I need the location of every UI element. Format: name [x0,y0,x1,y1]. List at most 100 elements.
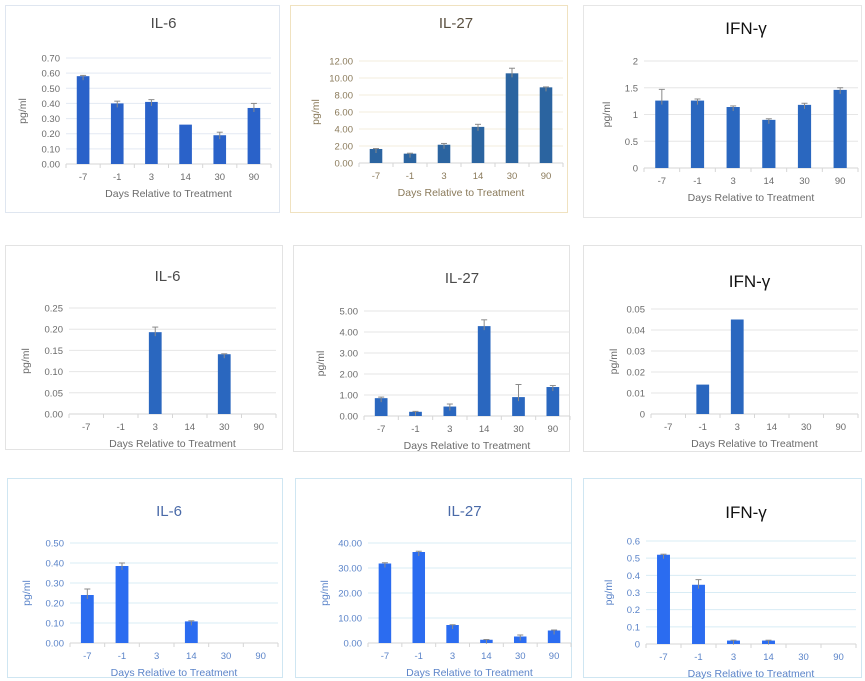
chart-panel-il27-row2: IL-27 0.00 1.00 2.00 3.00 4.00 5.00 -7 -1 3 14 30 90… [293,245,571,452]
x-axis-label: Days Relative to Treatment [111,667,238,679]
y-tick-label: 30.00 [338,564,362,575]
x-tick-label: 30 [799,176,810,187]
y-tick-label: 0.01 [627,389,646,400]
y-axis-label: pg/ml [601,102,613,128]
y-tick-label: 2.00 [340,370,359,381]
x-tick-label: 14 [180,172,191,183]
bar [247,107,261,164]
y-tick-label: 20.00 [338,589,362,600]
x-tick-label: 90 [255,651,266,662]
x-tick-label: 30 [801,422,812,433]
x-axis-label: Days Relative to Treatment [398,187,525,199]
x-tick-label: 3 [154,651,159,662]
x-tick-label: 90 [833,652,844,663]
bar [217,354,231,414]
x-tick-label: -7 [79,172,87,183]
bar [655,100,669,168]
x-tick-label: -7 [372,171,380,182]
y-tick-label: 2.00 [335,142,354,153]
y-tick-label: 0.5 [627,554,640,565]
x-tick-label: -7 [658,176,666,187]
bar [539,87,553,163]
x-tick-label: -7 [381,651,389,662]
bar [179,124,192,164]
bar [505,73,519,163]
x-tick-label: 30 [219,422,230,433]
bar [512,397,525,416]
bar [696,384,710,414]
y-tick-label: 0.5 [625,137,638,148]
x-tick-label: 30 [513,424,524,435]
x-tick-label: -1 [118,651,126,662]
x-tick-label: -7 [664,422,672,433]
bar [412,552,426,643]
x-tick-label: 14 [763,652,774,663]
bar [477,326,491,416]
bar [833,89,847,168]
bar [145,101,158,164]
y-tick-label: 0.03 [627,347,646,358]
bar [446,625,459,643]
x-tick-label: -1 [117,422,125,433]
x-tick-label: 14 [184,422,195,433]
bar-chart: IL-27 0.00 10.00 20.00 30.00 40.00 -7 -1 3 14 30 90… [319,503,572,679]
chart-title: IFN-γ [729,272,771,291]
x-tick-label: 3 [731,176,736,187]
chart-panel-il27-row1: IL-27 0.00 2.00 4.00 6.00 8.00 10.00 12.00 -7 -1 3… [290,5,568,213]
x-tick-label: 14 [766,422,777,433]
y-tick-label: 0.3 [627,588,640,599]
y-tick-label: 40.00 [338,539,362,550]
y-axis-label: pg/ml [319,580,331,606]
bar [184,621,198,643]
y-axis-label: pg/ml [20,348,32,374]
y-tick-label: 0.1 [627,622,640,633]
x-tick-label: -1 [113,172,121,183]
bar [148,332,162,414]
y-tick-label: 10.00 [329,74,353,85]
bar [471,126,485,163]
y-tick-label: 0.40 [46,559,65,570]
bar [110,103,124,164]
x-axis-label: Days Relative to Treatment [404,440,531,452]
bar [547,630,561,643]
bar-chart: IFN-γ 0 0.1 0.2 0.3 0.4 0.5 0.6 -7 -1 3 14 30 90 Days … [603,503,857,679]
y-axis-label: pg/ml [310,99,322,125]
y-tick-label: 0.30 [42,114,61,125]
bar-chart: IL-6 0.00 0.05 0.10 0.15 0.20 0.25 -7 -1 3 14 30 90 D… [20,268,277,450]
chart-title: IL-6 [151,15,177,32]
x-tick-label: -7 [82,422,90,433]
y-axis-label: pg/ml [21,580,33,606]
y-tick-label: 0.10 [46,619,65,630]
x-axis-label: Days Relative to Treatment [109,438,236,450]
y-tick-label: 0.50 [46,539,65,550]
y-tick-label: 12.00 [329,57,353,68]
bar [378,563,392,643]
chart-title: IL-6 [156,503,182,520]
x-tick-label: -1 [699,422,707,433]
bar-chart: IL-6 0.00 0.10 0.20 0.30 0.40 0.50 0.60 0.70 -7 -1… [17,15,272,200]
y-tick-label: 0 [633,164,638,175]
bar [730,319,744,414]
x-tick-label: 3 [447,424,452,435]
chart-panel-ifn-row2: IFN-γ 0 0.01 0.02 0.03 0.04 0.05 -7 -1 3 14 30 90 Day… [583,245,862,452]
y-tick-label: 0.05 [45,388,64,399]
y-tick-label: 0 [635,640,640,651]
bar [115,566,129,643]
y-tick-label: 0.20 [45,325,64,336]
y-tick-label: 0.00 [42,160,61,171]
x-tick-label: 14 [186,651,197,662]
bar [437,144,451,163]
x-tick-label: -7 [377,424,385,435]
y-tick-label: 0.15 [45,346,64,357]
chart-panel-ifn-row1: IFN-γ 0 0.5 1 1.5 2 -7 -1 3 14 30 90 Days Relative t… [583,5,862,218]
x-tick-label: -1 [693,176,701,187]
bar [80,595,94,643]
x-tick-label: -7 [659,652,667,663]
y-tick-label: 0.70 [42,54,61,65]
x-tick-label: 30 [798,652,809,663]
x-tick-label: 3 [441,171,446,182]
bar [690,100,705,168]
x-tick-label: 3 [735,422,740,433]
bar [546,387,560,416]
y-tick-label: 0.00 [45,410,64,421]
